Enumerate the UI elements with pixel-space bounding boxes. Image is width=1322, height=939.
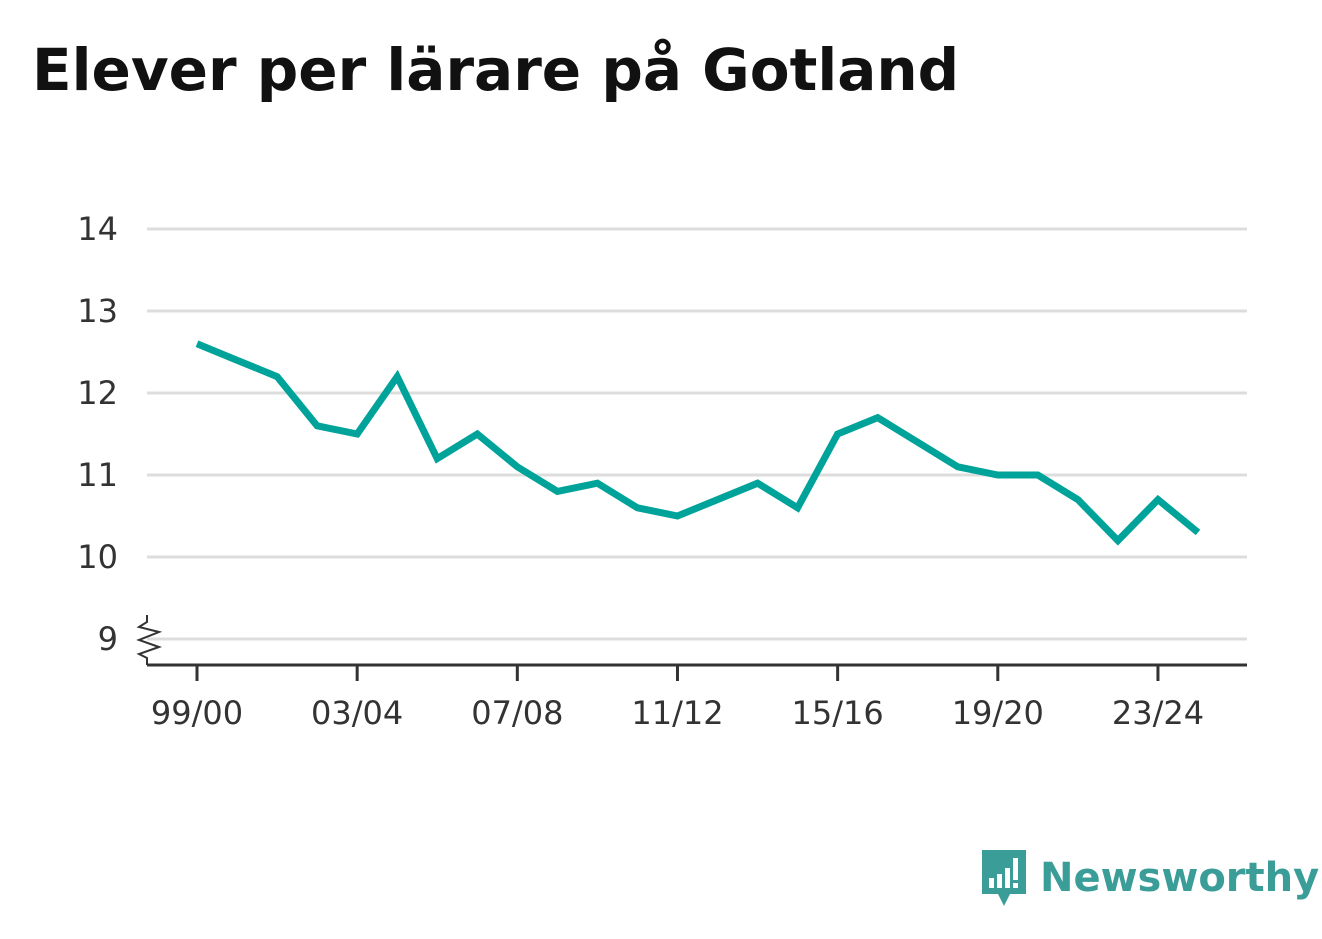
x-tick-label: 15/16 xyxy=(792,694,884,732)
x-axis xyxy=(147,663,1247,681)
series-layer xyxy=(195,340,1201,546)
brand-name: Newsworthy xyxy=(1040,855,1320,901)
y-tick-label: 12 xyxy=(77,374,118,412)
y-tick-label: 13 xyxy=(77,292,118,330)
x-tick-label: 11/12 xyxy=(631,694,723,732)
series-line xyxy=(195,340,1201,546)
page-title: Elever per lärare på Gotland xyxy=(32,36,960,104)
x-tick-label: 23/24 xyxy=(1112,694,1204,732)
y-tick-label: 11 xyxy=(77,456,118,494)
y-axis-labels: 9 10 11 12 13 14 xyxy=(77,210,118,658)
grid-lines xyxy=(136,227,1247,665)
y-tick-label: 10 xyxy=(77,538,118,576)
y-tick-label: 9 xyxy=(98,620,118,658)
x-tick-label: 07/08 xyxy=(471,694,563,732)
x-tick-label: 19/20 xyxy=(952,694,1044,732)
x-tick-label: 99/00 xyxy=(151,694,243,732)
axis-break-icon xyxy=(136,615,163,665)
newsworthy-logo: Newsworthy xyxy=(980,848,1319,908)
bar-chart-speech-bubble-icon xyxy=(982,850,1026,906)
x-tick-label: 03/04 xyxy=(311,694,403,732)
x-axis-labels: 99/00 03/04 07/08 11/12 15/16 19/20 23/24 xyxy=(151,694,1204,732)
y-tick-label: 14 xyxy=(77,210,118,248)
